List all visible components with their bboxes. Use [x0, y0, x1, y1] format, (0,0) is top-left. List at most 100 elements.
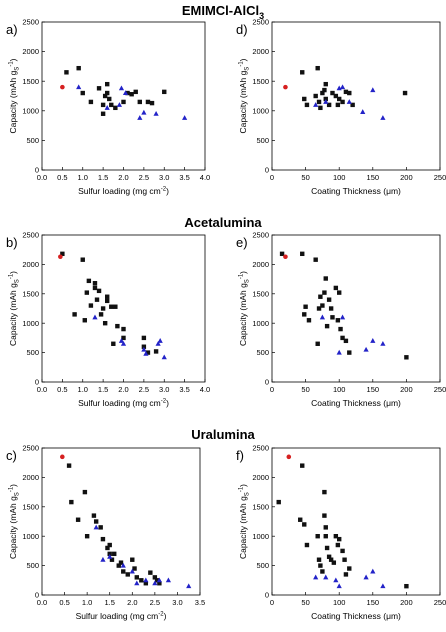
data-point-square — [72, 312, 77, 317]
data-point-square — [322, 489, 327, 495]
data-point-square — [331, 560, 337, 565]
data-point-square — [347, 566, 352, 571]
x-tick-label: 0 — [270, 173, 274, 182]
y-tick-label: 500 — [256, 136, 269, 145]
data-point-triangle — [339, 84, 346, 90]
data-point-triangle — [363, 346, 369, 352]
data-point-square — [316, 557, 322, 562]
x-tick-label: 1.0 — [82, 598, 92, 607]
x-tick-label: 200 — [400, 385, 413, 394]
x-tick-label: 3.5 — [179, 385, 189, 394]
y-tick-label: 0 — [265, 378, 269, 387]
x-axis-label: Sulfur loading (mg cm-2) — [78, 186, 169, 196]
y-tick-label: 0 — [35, 166, 39, 175]
panel-label: b) — [6, 235, 18, 250]
y-tick-label: 0 — [265, 166, 269, 175]
data-point-square — [324, 545, 330, 551]
data-point-square — [148, 570, 153, 575]
data-point-circle — [286, 454, 292, 460]
x-tick-label: 2.0 — [127, 598, 137, 607]
y-tick-label: 2500 — [252, 444, 269, 453]
x-tick-label: 50 — [301, 173, 309, 182]
data-point-square — [129, 92, 134, 97]
data-point-square — [337, 290, 342, 295]
data-point-square — [326, 297, 332, 302]
data-point-triangle — [129, 568, 135, 574]
x-tick-label: 0 — [270, 385, 274, 394]
x-tick-label: 3.5 — [179, 173, 189, 182]
data-point-square — [115, 323, 120, 329]
x-tick-label: 2.5 — [139, 173, 149, 182]
x-tick-label: 50 — [301, 598, 309, 607]
y-axis-label: Capacity (mAh gS-1) — [238, 58, 251, 133]
x-tick-label: 0.5 — [59, 598, 69, 607]
x-tick-label: 1.5 — [104, 598, 114, 607]
y-tick-label: 2500 — [22, 444, 39, 453]
data-point-square — [121, 326, 126, 332]
data-point-square — [298, 517, 303, 522]
data-point-square — [88, 99, 94, 105]
y-axis-label: Capacity (mAh gS-1) — [8, 271, 21, 346]
y-tick-label: 2500 — [22, 18, 39, 27]
x-axis-label: Coating Thickness (μm) — [311, 186, 401, 196]
data-point-square — [60, 251, 65, 257]
data-point-triangle — [339, 314, 346, 320]
plot-frame — [41, 234, 206, 383]
data-point-square — [313, 93, 318, 99]
y-tick-label: 1500 — [22, 502, 39, 511]
y-tick-label: 2000 — [252, 260, 269, 269]
data-point-square — [303, 304, 308, 309]
data-point-circle — [283, 84, 288, 90]
y-tick-label: 2500 — [22, 231, 39, 240]
y-tick-label: 500 — [26, 348, 39, 357]
data-point-square — [100, 306, 106, 311]
data-point-square — [322, 290, 327, 295]
data-point-triangle — [134, 580, 140, 586]
data-point-square — [316, 306, 322, 311]
data-point-triangle — [118, 338, 125, 343]
plot-frame — [271, 234, 441, 383]
data-point-triangle — [319, 314, 325, 320]
data-point-square — [100, 111, 106, 116]
y-tick-label: 2000 — [22, 473, 39, 482]
x-tick-label: 2.0 — [118, 385, 128, 394]
data-point-triangle — [137, 115, 143, 120]
data-point-square — [93, 519, 99, 524]
data-point-square — [276, 499, 281, 505]
x-tick-label: 1.5 — [98, 173, 108, 182]
data-point-square — [320, 569, 325, 574]
data-point-square — [342, 557, 347, 562]
data-point-triangle — [333, 577, 339, 583]
chart-panel-3: e)0 50 100 150 200 25005001000150020002500Coa… — [236, 231, 446, 408]
data-point-square — [109, 102, 114, 108]
data-point-square — [340, 548, 345, 554]
y-tick-label: 2000 — [22, 260, 39, 269]
data-point-square — [141, 335, 147, 341]
x-tick-label: 3.0 — [159, 385, 169, 394]
data-point-square — [300, 463, 305, 468]
data-point-square — [402, 90, 408, 96]
x-tick-label: 200 — [400, 598, 413, 607]
data-point-square — [347, 90, 352, 96]
data-point-square — [113, 105, 118, 111]
y-tick-label: 1000 — [252, 319, 269, 328]
data-point-square — [118, 560, 124, 565]
y-tick-label: 500 — [256, 348, 269, 357]
data-point-square — [330, 90, 335, 96]
data-point-triangle — [120, 562, 126, 568]
data-point-triangle — [92, 314, 98, 320]
y-tick-label: 2000 — [252, 473, 269, 482]
y-axis-label: Capacity (mAh gS-1) — [8, 484, 21, 559]
data-point-square — [94, 297, 100, 302]
data-point-square — [66, 463, 72, 468]
data-point-square — [105, 90, 110, 96]
data-point-square — [109, 304, 114, 309]
x-tick-label: 100 — [333, 598, 346, 607]
data-point-triangle — [346, 99, 352, 104]
data-point-square — [121, 569, 126, 574]
data-point-square — [113, 304, 118, 309]
data-point-triangle — [122, 90, 129, 96]
data-point-square — [149, 100, 155, 106]
data-point-triangle — [336, 349, 342, 355]
data-point-square — [64, 70, 69, 75]
